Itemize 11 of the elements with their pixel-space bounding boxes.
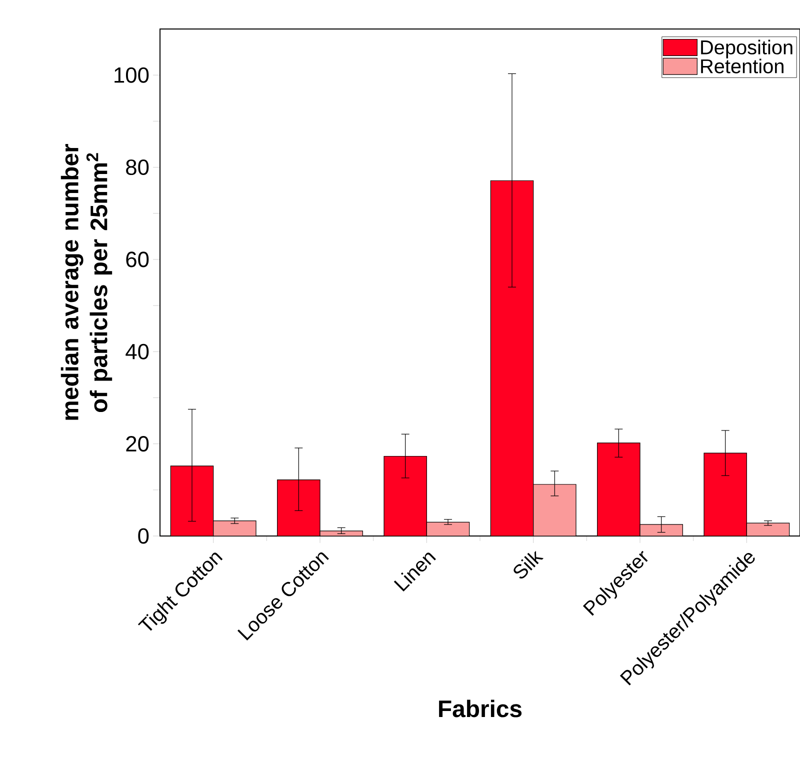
y-tick-label: 100 <box>114 67 149 83</box>
y-tick-label: 40 <box>126 344 149 360</box>
y-tick-label: 0 <box>138 528 149 544</box>
y-tick-label: 60 <box>126 252 149 268</box>
y-tick-label: 80 <box>126 160 149 176</box>
x-axis-title: Fabrics <box>439 700 522 718</box>
y-tick-label: 20 <box>126 436 149 452</box>
y-axis-title: median average number of particles per 25mm$^{2}$ <box>60 144 112 420</box>
legend-label: Retention <box>701 58 784 74</box>
x-tick-label: Silk <box>514 550 544 579</box>
legend-label: Deposition <box>701 40 792 58</box>
